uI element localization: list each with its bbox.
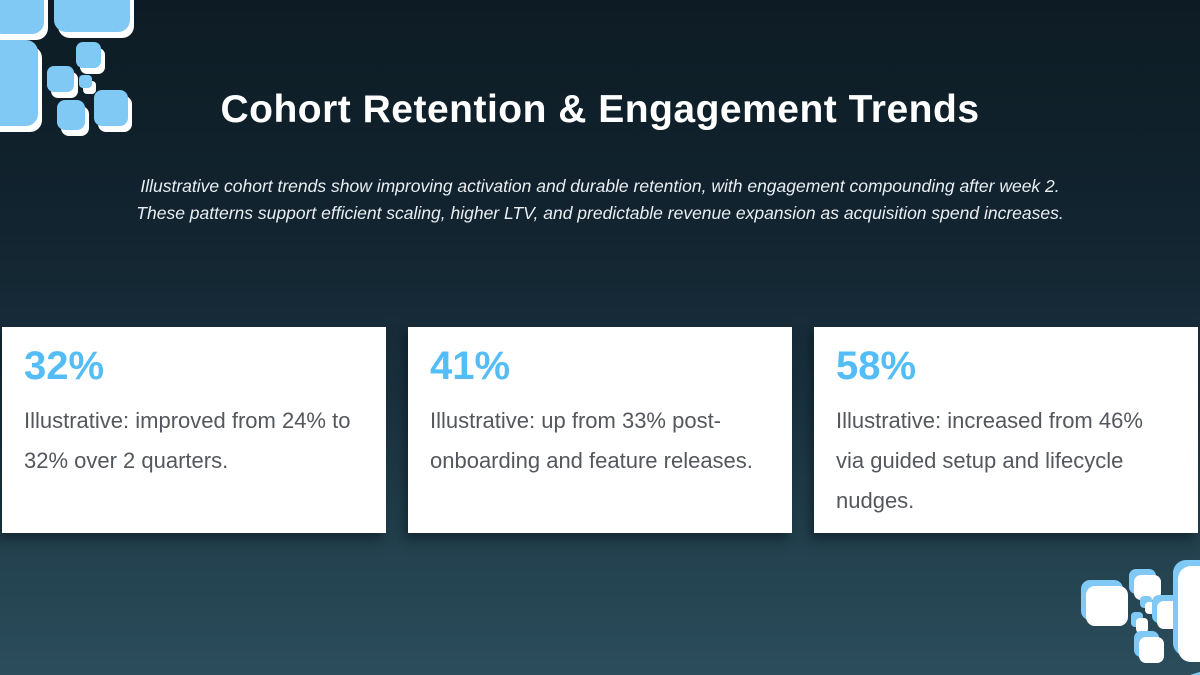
stat-value: 58% — [836, 344, 917, 388]
decorative-square-icon — [1178, 566, 1200, 662]
decorative-square-icon — [76, 42, 101, 68]
decorative-square-icon — [47, 66, 74, 92]
decorative-square-icon — [1134, 575, 1161, 600]
stat-card-engagement: 41% Illustrative: up from 33% post-onboa… — [408, 327, 792, 533]
subtitle-line-1: Illustrative cohort trends show improvin… — [140, 176, 1060, 196]
decorative-square-icon — [94, 90, 128, 126]
decorative-square-icon — [1136, 618, 1148, 633]
stat-card-activation: 32% Illustrative: improved from 24% to 3… — [2, 327, 386, 533]
decorative-square-icon — [1139, 637, 1164, 663]
decorative-square-icon — [54, 0, 130, 32]
slide-subtitle: Illustrative cohort trends show improvin… — [0, 173, 1200, 227]
subtitle-line-2: These patterns support efficient scaling… — [136, 203, 1064, 223]
decorative-square-icon — [79, 75, 92, 88]
stat-cards: 32% Illustrative: improved from 24% to 3… — [2, 327, 1198, 533]
decorative-square-icon — [0, 0, 44, 34]
stat-description: Illustrative: increased from 46% via gui… — [836, 408, 1143, 513]
decorative-square-icon — [1161, 664, 1200, 675]
stat-value: 41% — [430, 344, 511, 388]
decorative-square-icon — [1086, 586, 1128, 626]
slide-title: Cohort Retention & Engagement Trends — [220, 88, 980, 131]
stat-value: 32% — [24, 344, 105, 388]
stat-card-retention: 58% Illustrative: increased from 46% via… — [814, 327, 1198, 533]
decorative-square-icon — [1145, 602, 1157, 614]
decorative-square-icon — [57, 100, 85, 130]
stat-description: Illustrative: improved from 24% to 32% o… — [24, 408, 351, 473]
stat-description: Illustrative: up from 33% post-onboardin… — [430, 408, 753, 473]
decorative-square-icon — [0, 40, 38, 126]
